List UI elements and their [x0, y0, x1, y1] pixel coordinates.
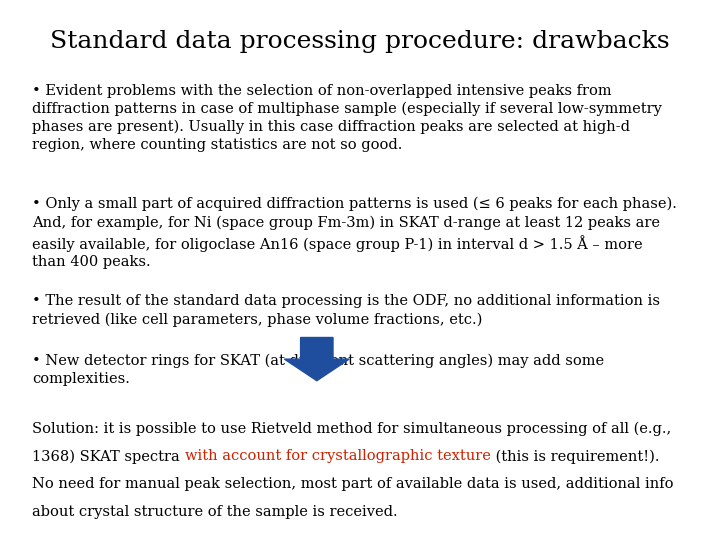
- FancyArrow shape: [284, 338, 349, 381]
- Text: No need for manual peak selection, most part of available data is used, addition: No need for manual peak selection, most …: [32, 477, 674, 491]
- Text: • New detector rings for SKAT (at different scattering angles) may add some
comp: • New detector rings for SKAT (at differ…: [32, 354, 605, 386]
- Text: 1368) SKAT spectra: 1368) SKAT spectra: [32, 449, 185, 464]
- Text: Standard data processing procedure: drawbacks: Standard data processing procedure: draw…: [50, 30, 670, 53]
- Text: with account for crystallographic texture: with account for crystallographic textur…: [185, 449, 490, 463]
- Text: (this is requirement!).: (this is requirement!).: [490, 449, 659, 464]
- Text: • Evident problems with the selection of non-overlapped intensive peaks from
dif: • Evident problems with the selection of…: [32, 84, 662, 152]
- Text: about crystal structure of the sample is received.: about crystal structure of the sample is…: [32, 505, 398, 519]
- Text: • Only a small part of acquired diffraction patterns is used (≤ 6 peaks for each: • Only a small part of acquired diffract…: [32, 197, 678, 269]
- Text: Solution: it is possible to use Rietveld method for simultaneous processing of a: Solution: it is possible to use Rietveld…: [32, 421, 672, 436]
- Text: • The result of the standard data processing is the ODF, no additional informati: • The result of the standard data proces…: [32, 294, 660, 327]
